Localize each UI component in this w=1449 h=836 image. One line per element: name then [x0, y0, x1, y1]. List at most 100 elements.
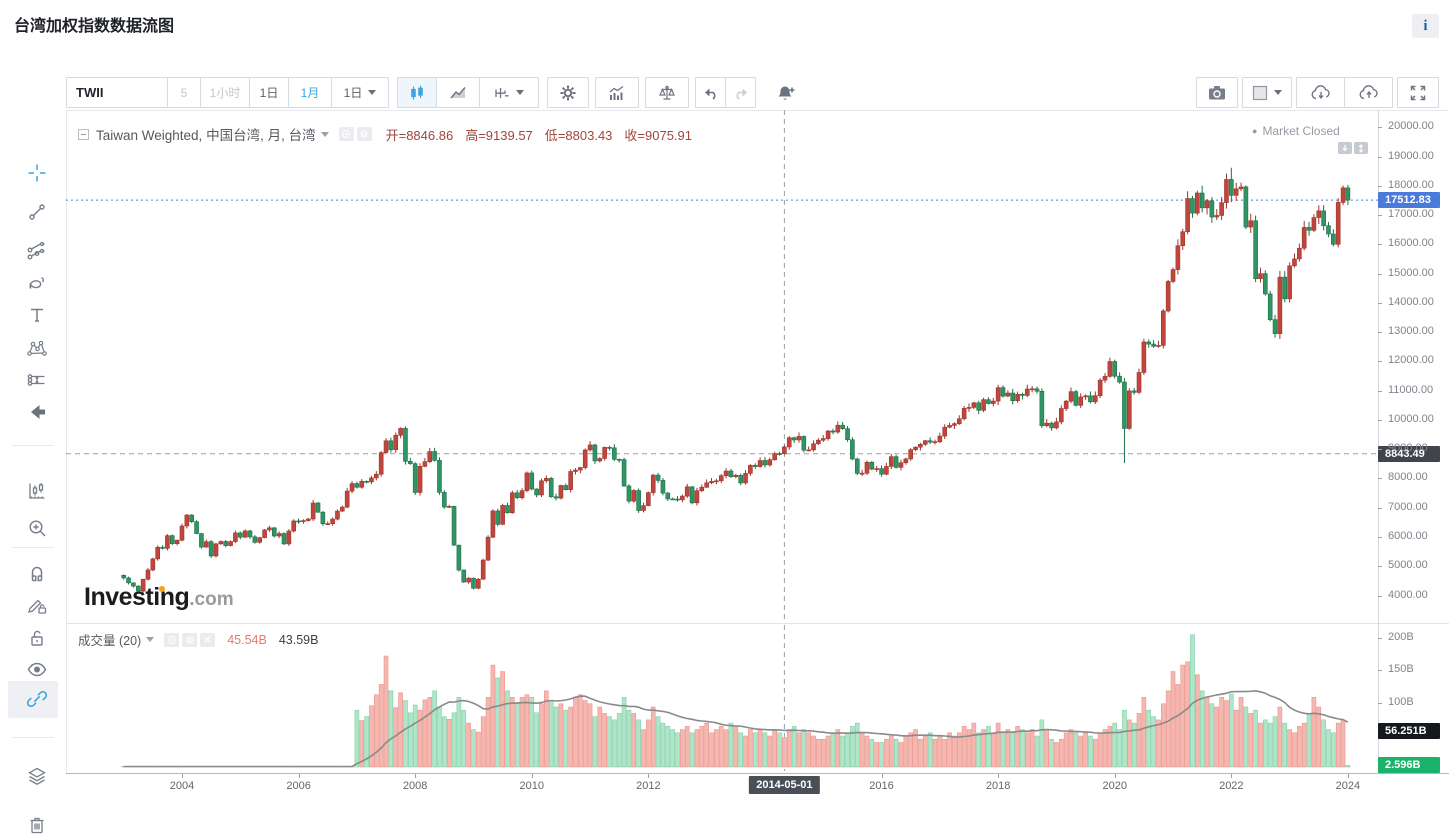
redo-button[interactable] [725, 77, 756, 108]
settings-button[interactable] [547, 77, 589, 108]
chevron-down-icon[interactable] [146, 637, 155, 642]
scroll-down-button[interactable] [1338, 142, 1352, 154]
page-title: 台湾加权指数数据流图 [14, 18, 175, 35]
main-legend: Taiwan Weighted, 中国台湾, 月, 台湾 开8846.86 高9… [78, 124, 704, 144]
market-status-buttons [1336, 142, 1368, 154]
volume-tick [1378, 670, 1382, 672]
alert-bell-icon [778, 86, 794, 100]
volume-settings-button[interactable] [182, 632, 198, 647]
area-chart-button[interactable] [436, 77, 480, 108]
volume-tick-label: 150B [1388, 663, 1414, 676]
price-axis[interactable]: 17512.83 8843.49 20000.00 19000.00 18000.0… [1378, 110, 1449, 623]
price-tick-label: 15000.00 [1388, 266, 1434, 279]
link-icon[interactable] [26, 688, 48, 710]
last-volume-label: 2.596B [1378, 757, 1440, 774]
text-icon[interactable] [26, 304, 48, 326]
hide-all-eye-icon[interactable] [26, 658, 48, 680]
interval-1h-button[interactable]: 1小时 [200, 77, 250, 108]
price-tick [1378, 156, 1382, 158]
price-tick [1378, 390, 1382, 392]
close-icon [204, 636, 212, 643]
legend-settings-button[interactable] [356, 127, 372, 141]
trend-line-icon[interactable] [26, 201, 48, 223]
volume-ma-value: 43.59B [278, 632, 319, 647]
price-tick [1378, 507, 1382, 509]
price-tick [1378, 127, 1382, 129]
price-tick-label: 18000.00 [1388, 178, 1434, 191]
time-tick-label: 2010 [519, 780, 545, 792]
snapshot-button[interactable] [1196, 77, 1238, 108]
arrow-down-icon [1342, 145, 1348, 152]
price-tick-label: 9000.00 [1388, 442, 1428, 455]
interval-5m-button[interactable]: 5 [167, 77, 201, 108]
indicators-button[interactable] [595, 77, 639, 108]
lock-all-icon[interactable] [26, 627, 48, 649]
price-chart-canvas[interactable] [66, 110, 1378, 622]
interval-1d-button[interactable]: 1日 [249, 77, 289, 108]
market-status-text: Market Closed [1262, 124, 1340, 138]
xabcd-pattern-icon[interactable] [26, 337, 48, 359]
baseline-chart-button[interactable] [479, 77, 539, 108]
interval-1mo-button[interactable]: 1月 [288, 77, 332, 108]
volume-close-button[interactable] [200, 632, 216, 647]
layout-square-icon [1252, 85, 1268, 100]
price-tick [1378, 332, 1382, 334]
save-chart-button[interactable] [1344, 77, 1393, 108]
drawing-lock-icon[interactable] [26, 594, 48, 616]
price-tick [1378, 536, 1382, 538]
legend-eye-button[interactable] [338, 127, 354, 141]
magnet-icon[interactable] [26, 562, 48, 584]
price-tick [1378, 215, 1382, 217]
gann-fibonacci-icon[interactable] [26, 240, 48, 262]
price-tick-label: 7000.00 [1388, 500, 1428, 513]
compare-button[interactable] [645, 77, 689, 108]
chart-border-left [66, 110, 67, 773]
chevron-down-icon[interactable] [320, 131, 329, 137]
volume-axis[interactable]: 56.251B 2.596B 200B 150B 100B [1378, 625, 1449, 774]
time-tick [998, 774, 1000, 778]
chart-toolbar-right [1196, 77, 1439, 108]
gear-icon [359, 129, 369, 139]
price-axis-border [1378, 110, 1379, 773]
logo-orange-dot [158, 586, 165, 592]
zoom-in-icon[interactable] [26, 517, 48, 539]
bar-pattern-icon[interactable] [26, 480, 48, 502]
legend-collapse-icon[interactable] [78, 128, 89, 140]
crosshair-icon[interactable] [26, 162, 48, 184]
price-tick [1378, 302, 1382, 304]
price-tick [1378, 419, 1382, 421]
last-price-label: 17512.83 [1378, 192, 1440, 209]
symbol-input[interactable]: TWII [66, 77, 168, 108]
volume-tick [1378, 638, 1382, 639]
volume-chart-canvas[interactable] [66, 625, 1378, 771]
undo-button[interactable] [695, 77, 726, 108]
legend-symbol-text: Taiwan Weighted, 中国台湾, 月, 台湾 [96, 128, 316, 143]
layout-select-button[interactable] [1242, 77, 1292, 108]
load-chart-button[interactable] [1296, 77, 1345, 108]
auto-scale-button[interactable] [1354, 142, 1368, 154]
volume-legend-title: 成交量 (20) [78, 634, 142, 648]
ohlc-values: 开8846.86 高9139.57 低8803.43 收9075.91 [386, 125, 704, 144]
price-tick-label: 8000.00 [1388, 471, 1428, 484]
candlestick-chart-button[interactable] [397, 77, 437, 108]
drawing-toolbar [0, 77, 66, 834]
price-tick [1378, 361, 1382, 363]
forecast-range-icon[interactable] [26, 369, 48, 391]
price-tick-label: 20000.00 [1388, 120, 1434, 133]
back-arrow-icon[interactable] [26, 401, 48, 423]
remove-all-trash-icon[interactable] [26, 814, 48, 836]
time-tick [1347, 774, 1349, 778]
time-tick-label: 2008 [402, 780, 428, 792]
interval-custom-button[interactable]: 1日 [331, 77, 389, 108]
investing-logo: Investing.com [84, 583, 234, 612]
info-button[interactable]: i [1412, 14, 1439, 38]
low-value: 低8803.43 [545, 125, 613, 144]
fullscreen-button[interactable] [1397, 77, 1439, 108]
volume-eye-button[interactable] [164, 632, 180, 647]
undo-arrow-icon [704, 88, 715, 100]
time-tick [531, 774, 533, 778]
time-axis[interactable]: 2014-05-01 2004 2006 2008 2010 2012 2016 2018 2… [66, 774, 1378, 796]
brush-icon[interactable] [26, 273, 48, 295]
layers-icon[interactable] [26, 765, 48, 787]
add-alert-button[interactable] [767, 77, 805, 108]
